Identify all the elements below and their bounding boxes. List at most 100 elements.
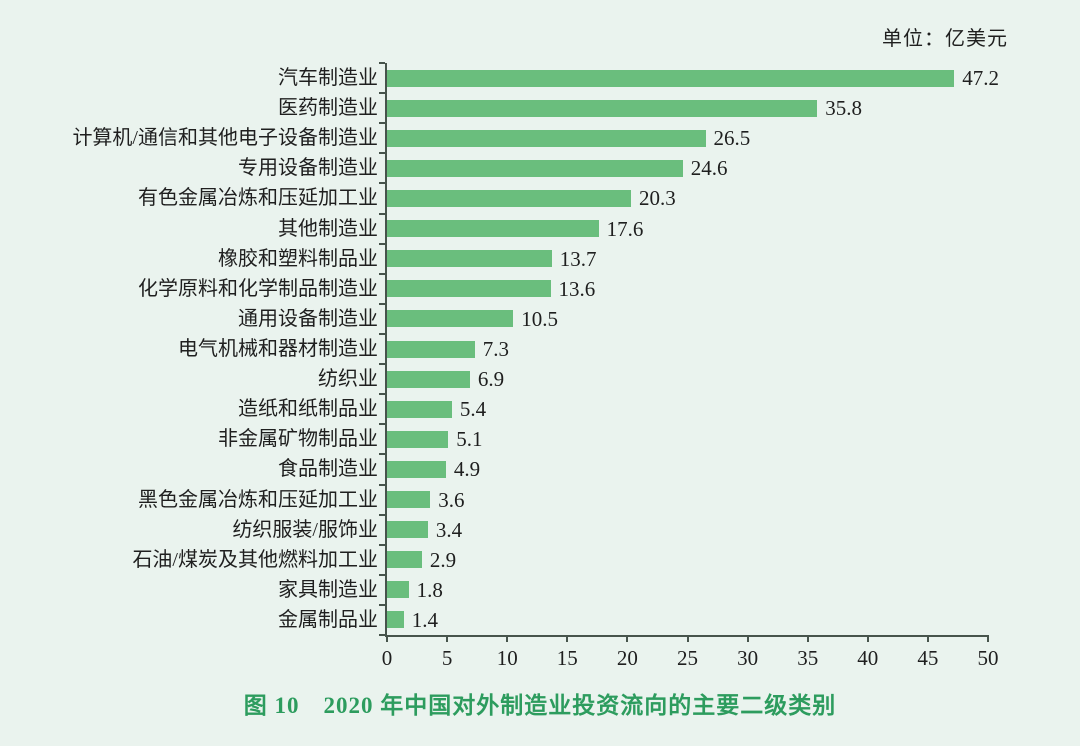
value-label: 5.4	[459, 397, 487, 422]
y-axis-tick	[379, 634, 385, 636]
x-tick-label: 50	[977, 646, 999, 670]
value-label: 10.5	[521, 306, 558, 331]
category-label: 造纸和纸制品业	[238, 398, 378, 421]
bar	[387, 250, 552, 268]
bar	[387, 491, 431, 508]
x-tick-label: 0	[381, 646, 393, 670]
y-axis-tick	[379, 242, 385, 245]
x-axis-tick	[566, 635, 569, 642]
bar	[387, 159, 683, 177]
x-axis-tick	[746, 635, 749, 642]
value-label: 7.3	[482, 336, 509, 361]
value-label: 2.9	[429, 547, 457, 572]
category-label: 纺织服装/服饰业	[232, 518, 378, 541]
bar	[387, 190, 631, 207]
bar	[387, 611, 404, 629]
x-axis-tick	[626, 635, 629, 642]
x-tick-label: 30	[737, 646, 759, 670]
value-label: 5.1	[456, 427, 483, 452]
value-label: 3.6	[438, 487, 465, 512]
value-label: 4.9	[453, 457, 481, 482]
figure-caption: 图 10 2020 年中国对外制造业投资流向的主要二级类别	[243, 693, 837, 718]
category-label: 家具制造业	[278, 578, 378, 601]
x-axis-tick	[386, 635, 388, 642]
value-label: 3.4	[435, 517, 463, 542]
y-axis-tick	[379, 483, 385, 486]
y-axis-tick	[379, 363, 385, 366]
category-label: 化学原料和化学制品制造业	[138, 277, 378, 300]
bar	[387, 129, 706, 147]
value-label: 47.2	[962, 66, 1000, 90]
x-axis-tick	[866, 635, 869, 642]
category-label: 非金属矿物制品业	[218, 428, 378, 451]
category-label: 其他制造业	[278, 217, 378, 240]
bar	[387, 69, 955, 87]
y-axis-tick	[379, 272, 385, 275]
value-label: 20.3	[639, 186, 676, 211]
y-axis-tick	[379, 543, 385, 546]
value-label: 6.9	[477, 367, 505, 392]
unit-label: 单位：亿美元	[882, 28, 1008, 50]
x-axis-tick	[987, 635, 989, 642]
y-axis-tick	[379, 423, 385, 426]
x-axis-tick	[686, 635, 689, 642]
bar	[387, 340, 475, 358]
y-axis-tick	[379, 393, 385, 396]
value-label: 17.6	[606, 216, 644, 241]
category-label: 通用设备制造业	[238, 307, 378, 330]
y-axis-tick	[379, 453, 385, 456]
bar	[387, 370, 470, 388]
category-label: 电气机械和器材制造业	[178, 337, 378, 360]
x-tick-label: 5	[441, 646, 453, 670]
value-label: 1.8	[416, 577, 443, 602]
category-label: 计算机/通信和其他电子设备制造业	[72, 127, 378, 150]
y-axis-tick	[379, 332, 385, 335]
x-tick-label: 15	[556, 646, 578, 670]
y-axis-tick	[379, 92, 385, 95]
x-axis-tick	[506, 635, 509, 642]
category-label: 黑色金属冶炼和压延加工业	[138, 488, 378, 511]
category-label: 汽车制造业	[278, 67, 378, 89]
x-tick-label: 45	[917, 646, 939, 670]
x-tick-label: 10	[496, 646, 518, 670]
value-label: 13.6	[558, 276, 596, 301]
x-axis-tick	[926, 635, 929, 642]
value-label: 13.7	[559, 246, 597, 271]
x-tick-label: 20	[616, 646, 638, 670]
y-axis-tick	[379, 603, 385, 606]
bar	[387, 99, 818, 117]
x-tick-label: 25	[677, 646, 698, 670]
y-axis-tick	[379, 182, 385, 185]
plot-area: 47.2 汽车制造业 35.8 医药制造业 26.5 计算机/通信和其他电子设备制造业 24…	[72, 62, 999, 670]
x-axis-tick	[446, 635, 449, 642]
value-label: 24.6	[690, 156, 728, 181]
bar	[387, 310, 514, 328]
category-label: 有色金属冶炼和压延加工业	[138, 187, 378, 210]
y-axis-tick	[379, 62, 385, 64]
bar	[387, 521, 428, 539]
bar	[387, 430, 449, 448]
value-label: 35.8	[825, 96, 863, 121]
y-axis-tick	[379, 152, 385, 155]
bar	[387, 280, 551, 298]
category-label: 金属制品业	[278, 608, 378, 631]
x-axis-tick	[806, 635, 809, 642]
category-label: 纺织业	[318, 368, 378, 391]
y-axis-tick	[379, 122, 385, 125]
x-tick-label: 40	[857, 646, 879, 670]
category-label: 专用设备制造业	[238, 157, 378, 180]
x-tick-label: 35	[797, 646, 819, 670]
y-axis-tick	[379, 573, 385, 576]
category-label: 石油/煤炭及其他燃料加工业	[132, 548, 378, 571]
value-label: 26.5	[713, 126, 751, 151]
y-axis-tick	[379, 302, 385, 305]
bar	[387, 220, 599, 238]
bar	[387, 400, 452, 418]
category-label: 医药制造业	[278, 97, 378, 120]
y-axis-tick	[379, 212, 385, 215]
value-label: 1.4	[411, 607, 439, 632]
bar	[387, 581, 409, 599]
category-label: 食品制造业	[278, 458, 378, 481]
bar	[387, 460, 446, 478]
category-label: 橡胶和塑料制品业	[218, 247, 378, 270]
